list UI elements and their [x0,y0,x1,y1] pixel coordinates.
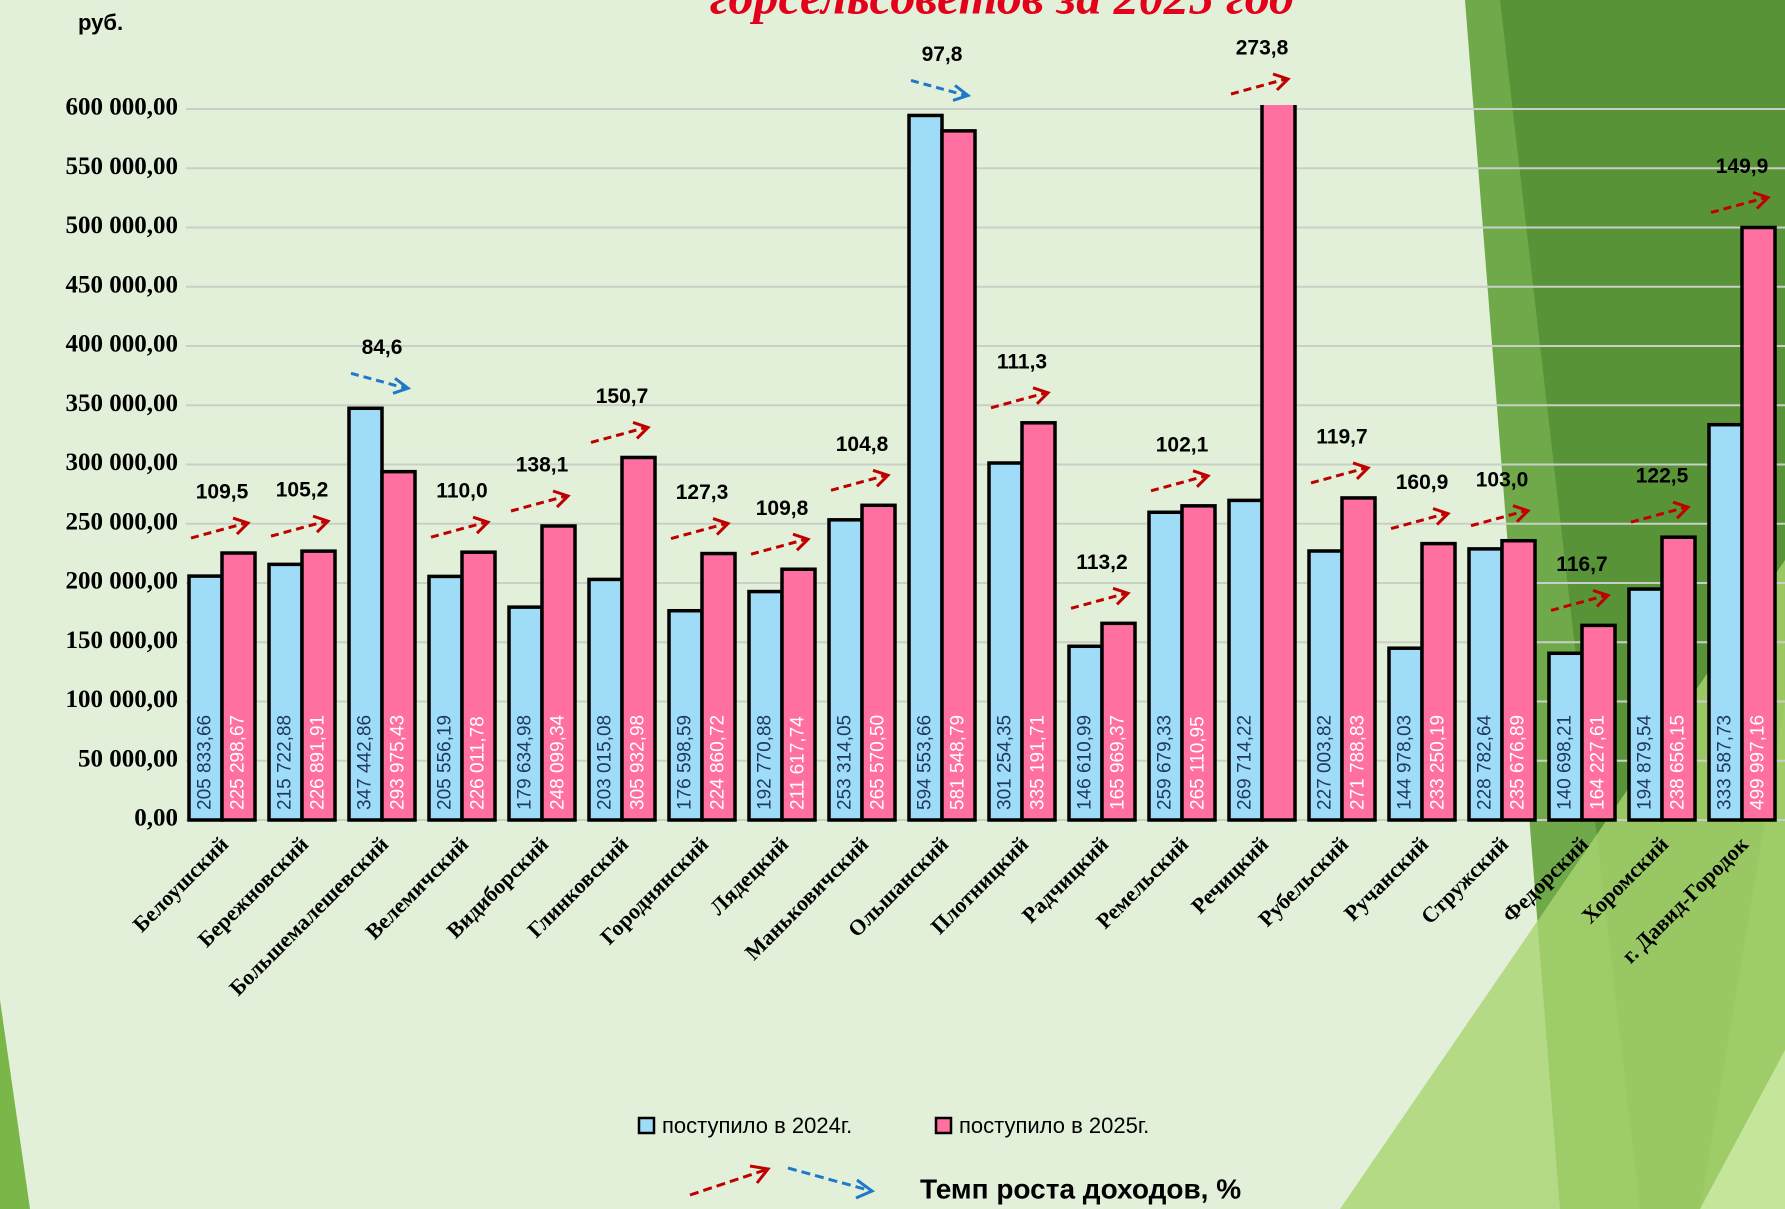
growth-label: 160,9 [1396,471,1449,494]
value-label: 235 676,89 [1508,715,1529,810]
value-label: 205 556,19 [435,715,456,810]
value-label: 205 833,66 [195,715,216,810]
value-label: 140 698,21 [1555,715,1576,810]
value-label: 301 254,35 [995,715,1016,810]
value-label: 179 634,98 [515,715,536,810]
legend-swatch [639,1118,654,1133]
y-tick-label: 50 000,00 [78,745,178,772]
value-label: 347 442,86 [355,715,376,810]
value-label: 203 015,08 [595,715,616,810]
value-label: 165 969,37 [1108,715,1129,810]
growth-label: 150,7 [596,385,649,408]
value-label: 305 932,98 [628,715,649,810]
value-label: 233 250,19 [1428,715,1449,810]
y-tick-label: 250 000,00 [66,508,179,535]
y-tick-label: 200 000,00 [66,568,179,595]
growth-label: 116,7 [1556,553,1607,576]
bar [1262,0,1295,820]
value-label: 253 314,05 [835,715,856,810]
legend-swatch [936,1118,951,1133]
value-label: 228 782,64 [1475,714,1496,810]
value-label: 227 003,82 [1315,715,1336,810]
y-tick-label: 150 000,00 [66,627,179,654]
growth-label: 105,2 [276,479,329,502]
value-label: 238 656,15 [1668,715,1689,810]
growth-label: 127,3 [676,481,729,504]
growth-label: 109,8 [756,497,809,520]
growth-label: 84,6 [362,336,403,359]
legend-label: поступило в 2024г. [662,1113,852,1138]
y-tick-label: 500 000,00 [66,212,179,239]
growth-label: 122,5 [1636,465,1689,488]
page: горсельсоветов за 2025 год руб. поступил… [0,0,1785,1209]
growth-label: 109,5 [196,481,249,504]
value-label: 265 110,95 [1188,716,1209,810]
growth-label: 97,8 [922,43,963,66]
growth-label: 113,2 [1076,551,1127,574]
growth-label: 102,1 [1156,433,1209,456]
y-tick-label: 300 000,00 [66,449,179,476]
y-tick-label: 400 000,00 [66,331,179,358]
growth-label: 273,8 [1236,37,1289,60]
value-label: 211 617,74 [788,716,809,810]
value-label: 265 570,50 [868,715,889,810]
value-label: 194 879,54 [1635,714,1656,810]
growth-label: 111,3 [997,350,1047,373]
y-axis-unit: руб. [78,10,123,35]
value-label: 176 598,59 [675,715,696,810]
growth-label: 149,9 [1716,155,1769,178]
y-tick-label: 600 000,00 [66,94,179,121]
value-label: 226 891,91 [308,715,329,810]
value-label: 224 860,72 [708,715,729,810]
value-label: 499 997,16 [1748,715,1769,810]
value-label: 192 770,88 [755,715,776,810]
legend-label: поступило в 2025г. [959,1113,1149,1138]
chart: горсельсоветов за 2025 год руб. поступил… [0,0,1785,1209]
value-label: 259 679,33 [1155,715,1176,810]
value-label: 333 587,73 [1715,715,1736,810]
y-tick-label: 450 000,00 [66,271,179,298]
bar [909,115,942,820]
value-label: 248 099,34 [548,714,569,810]
y-tick-label: 550 000,00 [66,153,179,180]
value-label: 335 191,71 [1028,715,1049,810]
y-tick-label: 100 000,00 [66,686,179,713]
value-label: 164 227,61 [1588,715,1609,810]
value-label: 269 714,22 [1235,715,1256,810]
value-label: 581 548,79 [948,715,969,810]
y-tick-label: 0,00 [134,805,178,832]
growth-legend-label: Темп роста доходов, % [920,1173,1241,1204]
value-label: 144 978,03 [1395,715,1416,810]
value-label: 226 011,78 [468,716,489,810]
value-label: 146 610,99 [1075,715,1096,810]
growth-label: 138,1 [516,454,569,477]
growth-label: 103,0 [1476,468,1529,491]
chart-title: горсельсоветов за 2025 год [710,0,1294,24]
growth-label: 104,8 [836,433,889,456]
value-label: 293 975,43 [388,715,409,810]
value-label: 271 788,83 [1348,715,1369,810]
y-tick-label: 350 000,00 [66,390,179,417]
growth-label: 119,7 [1316,425,1367,448]
growth-label: 110,0 [436,480,487,503]
value-label: 594 553,66 [915,715,936,810]
value-label: 215 722,88 [275,715,296,810]
value-label: 225 298,67 [228,715,249,810]
